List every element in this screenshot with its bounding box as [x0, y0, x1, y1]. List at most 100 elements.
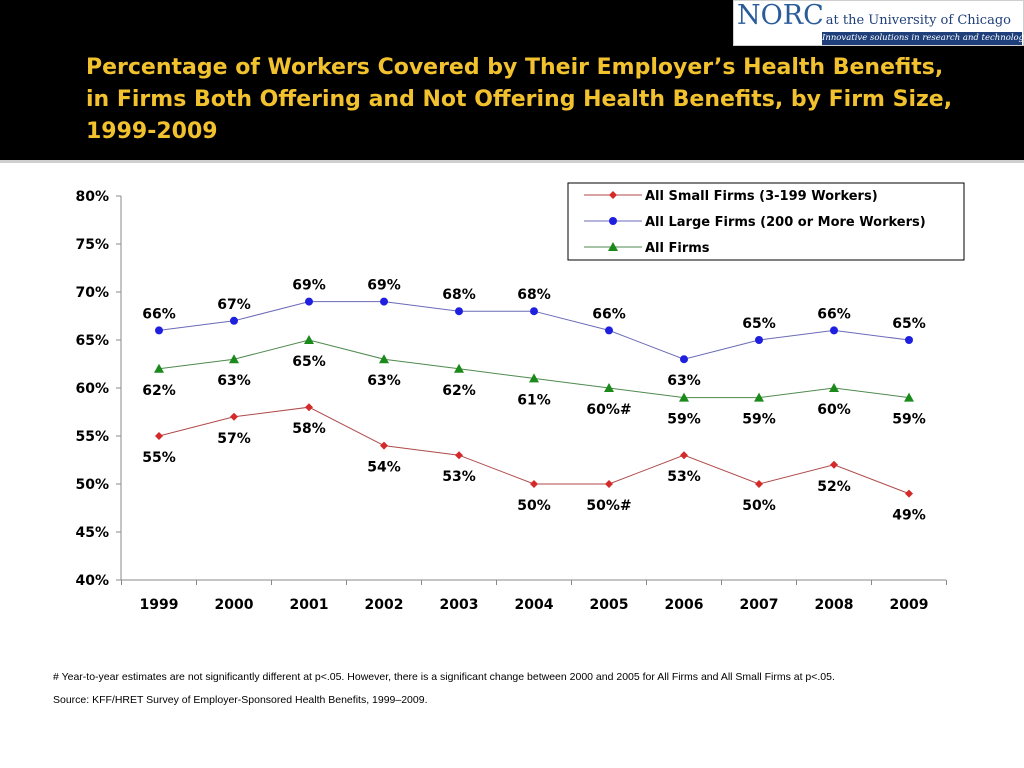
data-label-small: 53%: [442, 469, 476, 485]
data-point-large: [155, 326, 163, 335]
data-label-small: 50%: [742, 498, 776, 514]
title-line-1: Percentage of Workers Covered by Their E…: [86, 55, 944, 80]
logo-tagline-bar: Innovative solutions in research and tec…: [822, 32, 1024, 45]
data-label-large: 69%: [292, 278, 326, 294]
data-point-large: [530, 307, 538, 316]
data-point-large: [305, 297, 313, 306]
data-point-small: [680, 451, 688, 460]
legend-marker: [608, 242, 618, 251]
data-point-all: [904, 392, 914, 402]
y-tick-label: 75%: [75, 237, 109, 253]
data-point-small: [380, 441, 388, 450]
series-all: [154, 335, 914, 402]
series-line-all: [158, 339, 910, 399]
data-label-all: 63%: [217, 373, 251, 389]
logo-suffix: at the University of Chicago: [825, 13, 1011, 28]
x-tick-label: 1999: [140, 597, 179, 613]
data-point-small: [455, 451, 463, 460]
legend-label: All Large Firms (200 or More Workers): [645, 215, 926, 230]
legend-marker: [609, 191, 617, 199]
data-point-small: [605, 480, 613, 488]
data-label-large: 63%: [667, 373, 701, 389]
data-point-all: [679, 392, 689, 402]
data-point-all: [604, 383, 614, 392]
data-point-large: [755, 336, 763, 344]
y-tick-label: 50%: [75, 477, 109, 493]
legend-label: All Small Firms (3-199 Workers): [645, 189, 878, 204]
x-tick-label: 2002: [365, 597, 404, 613]
data-label-all: 59%: [667, 412, 701, 428]
data-label-large: 65%: [892, 316, 926, 332]
x-tick-label: 2009: [890, 597, 929, 613]
series-large: [155, 297, 913, 364]
data-label-all: 59%: [892, 412, 926, 428]
data-point-large: [830, 326, 838, 335]
data-point-small: [155, 432, 163, 440]
data-label-small: 49%: [892, 508, 926, 524]
data-point-large: [680, 355, 688, 364]
logo-wordmark: NORC at the University of Chicago: [737, 0, 1011, 31]
data-label-all: 65%: [292, 354, 326, 370]
data-label-small: 50%#: [586, 498, 631, 514]
data-point-all: [754, 392, 764, 402]
title-line-2: in Firms Both Offering and Not Offering …: [86, 87, 953, 112]
y-tick-label: 70%: [75, 285, 109, 301]
x-tick-label: 2007: [740, 597, 779, 613]
x-tick-label: 2004: [515, 597, 554, 613]
data-label-small: 58%: [292, 421, 326, 437]
data-label-small: 50%: [517, 498, 551, 514]
data-point-small: [230, 412, 238, 421]
data-point-large: [905, 336, 913, 344]
data-label-large: 65%: [742, 316, 776, 332]
data-label-all: 61%: [517, 392, 551, 408]
norc-logo: NORC at the University of Chicago Innovat…: [733, 0, 1024, 46]
data-label-all: 60%: [817, 402, 851, 418]
x-tick-label: 2008: [815, 597, 854, 613]
data-label-large: 66%: [142, 306, 176, 322]
logo-name: NORC: [737, 0, 824, 31]
data-point-all: [154, 363, 164, 373]
y-tick-label: 40%: [75, 573, 109, 589]
x-tick-label: 2003: [440, 597, 479, 613]
data-point-small: [905, 489, 913, 498]
legend-item-large: All Large Firms (200 or More Workers): [584, 215, 926, 230]
data-label-all: 59%: [742, 412, 776, 428]
data-label-all: 60%#: [586, 402, 631, 418]
x-axis-ticks: 1999 2000 2001 2002 2003 2004 2005 2006 2007 2008…: [121, 580, 947, 613]
x-tick-label: 2000: [215, 597, 254, 613]
chart-legend: All Small Firms (3-199 Workers) All Large…: [567, 182, 965, 261]
series-small: [155, 403, 913, 498]
line-chart: 80% 75% 70% 65% 60% 55% 50% 45% 40% 1999 2000 2001…: [75, 182, 965, 613]
data-point-large: [380, 297, 388, 306]
data-point-small: [830, 460, 838, 469]
data-point-all: [829, 383, 839, 392]
data-point-small: [755, 480, 763, 488]
data-point-all: [229, 354, 239, 364]
header-divider: [0, 160, 1024, 163]
data-label-small: 53%: [667, 469, 701, 485]
data-label-small: 55%: [142, 450, 176, 466]
source-note: Source: KFF/HRET Survey of Employer-Spon…: [53, 694, 428, 706]
data-point-large: [605, 326, 613, 335]
y-tick-label: 80%: [75, 189, 109, 205]
data-label-large: 66%: [817, 306, 851, 322]
data-label-large: 66%: [592, 306, 626, 322]
x-tick-label: 2005: [590, 597, 629, 613]
data-label-all: 62%: [442, 383, 476, 399]
x-tick-label: 2001: [290, 597, 329, 613]
data-label-large: 68%: [442, 287, 476, 303]
data-point-large: [230, 316, 238, 325]
data-label-large: 67%: [217, 297, 251, 313]
data-label-all: 62%: [142, 383, 176, 399]
y-tick-label: 45%: [75, 525, 109, 541]
data-labels: 55% 57% 58% 54% 53% 50% 50%# 53% 50% 52% 49% 66% 67%…: [142, 278, 926, 524]
x-tick-label: 2006: [665, 597, 704, 613]
data-label-small: 52%: [817, 479, 851, 495]
page-title: Percentage of Workers Covered by Their E…: [86, 52, 986, 148]
data-label-small: 54%: [367, 460, 401, 476]
legend-marker: [609, 217, 617, 225]
data-point-small: [530, 480, 538, 488]
header-bar: Percentage of Workers Covered by Their E…: [0, 0, 1024, 160]
y-tick-label: 55%: [75, 429, 109, 445]
data-label-large: 68%: [517, 287, 551, 303]
